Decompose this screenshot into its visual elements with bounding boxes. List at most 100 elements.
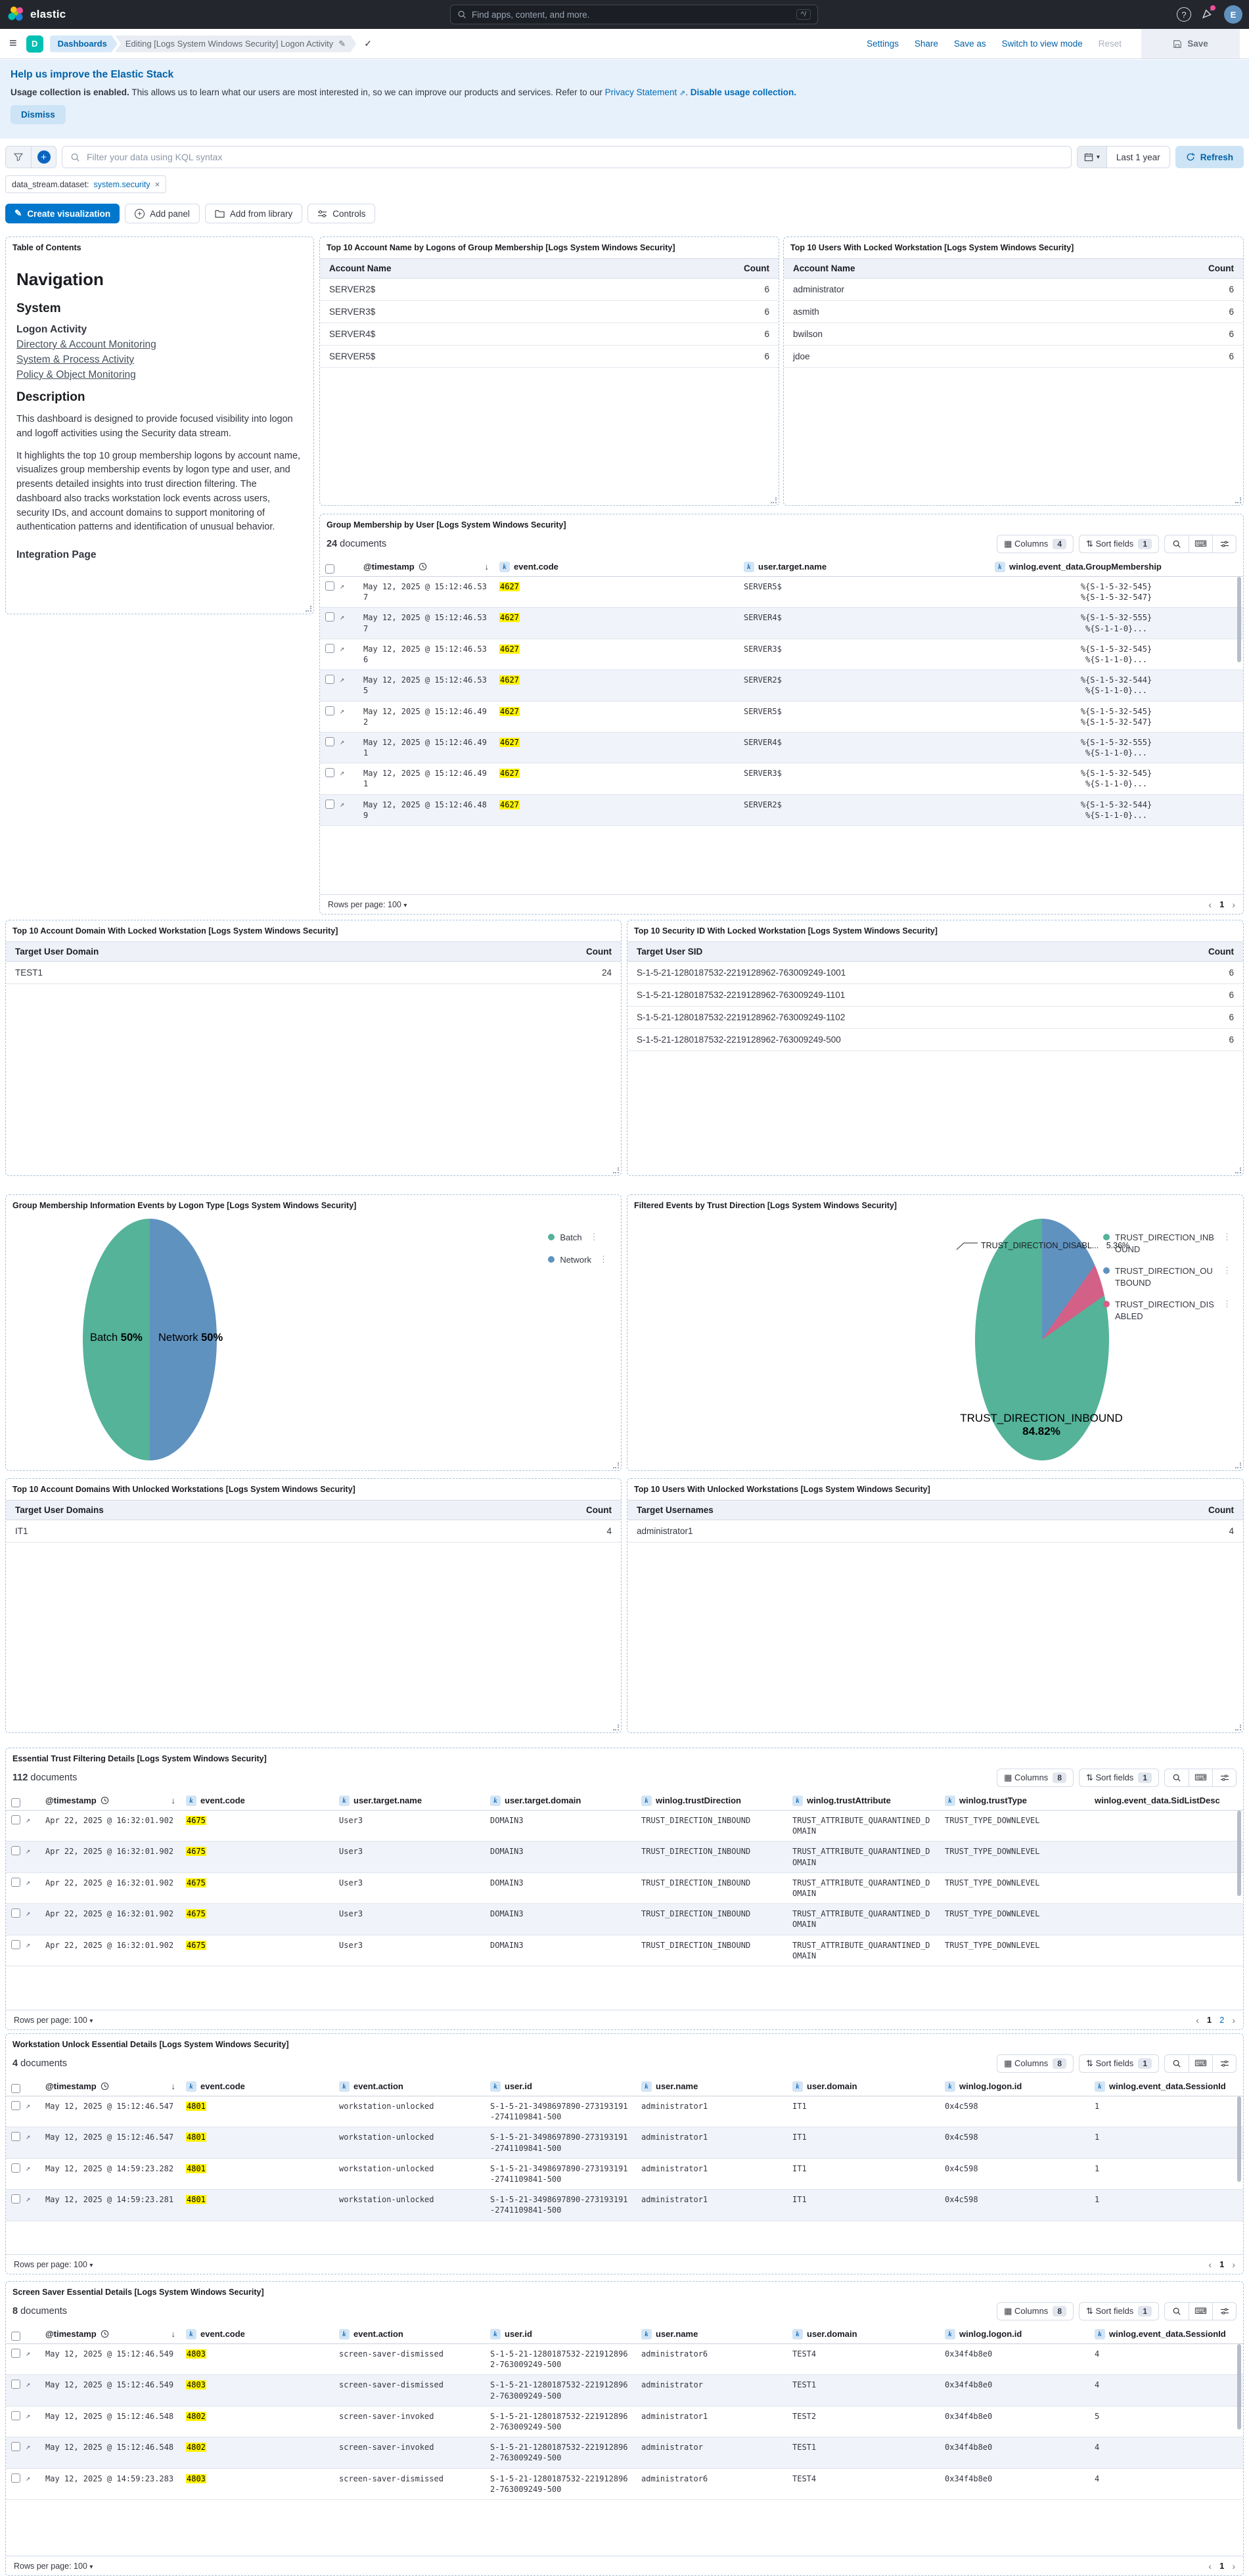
row-checkbox[interactable]: [11, 2163, 20, 2173]
rows-per-page[interactable]: Rows per page: 100 ▾: [14, 2561, 93, 2571]
settings-link[interactable]: Settings: [867, 39, 899, 49]
kql-query-input[interactable]: Filter your data using KQL syntax: [62, 146, 1072, 168]
select-all-checkbox[interactable]: [11, 2332, 20, 2341]
keyboard-shortcuts-button[interactable]: ⌨: [1189, 2055, 1212, 2072]
column-header-user.domain[interactable]: k user.domain: [787, 2326, 940, 2342]
column-header-@timestamp[interactable]: @timestamp ↓: [40, 2326, 181, 2341]
expand-row-icon[interactable]: ↗: [340, 643, 345, 653]
row-checkbox[interactable]: [325, 799, 334, 809]
column-header-winlog.event_data.SidListDesc[interactable]: winlog.event_data.SidListDesc: [1089, 1793, 1243, 1808]
panel-top10-account-domain-locked-workstation[interactable]: Top 10 Account Domain With Locked Workst…: [5, 920, 622, 1176]
panel-pie-logon-type[interactable]: Group Membership Information Events by L…: [5, 1194, 622, 1471]
keyboard-shortcuts-button[interactable]: ⌨: [1189, 1769, 1212, 1786]
column-header-user.target.domain[interactable]: k user.target.domain: [485, 1793, 636, 1809]
row-checkbox[interactable]: [11, 2473, 20, 2483]
global-search-input[interactable]: Find apps, content, and more. ^/: [450, 5, 818, 24]
page-number-1[interactable]: 1: [1219, 899, 1225, 909]
row-checkbox[interactable]: [325, 581, 334, 591]
help-icon[interactable]: ?: [1177, 7, 1191, 22]
expand-row-icon[interactable]: ↗: [340, 675, 345, 685]
row-checkbox[interactable]: [325, 675, 334, 685]
elastic-logo[interactable]: elastic: [0, 6, 66, 23]
pie-chart-logon-type[interactable]: [83, 1219, 217, 1460]
panel-pie-trust-direction[interactable]: Filtered Events by Trust Direction [Logs…: [627, 1194, 1244, 1471]
expand-row-icon[interactable]: ↗: [26, 1815, 31, 1824]
panel-workstation-unlock-grid[interactable]: Workstation Unlock Essential Details [Lo…: [5, 2033, 1244, 2274]
column-header-user.domain[interactable]: k user.domain: [787, 2079, 940, 2094]
row-checkbox[interactable]: [11, 1877, 20, 1887]
row-checkbox[interactable]: [11, 2380, 20, 2389]
row-checkbox[interactable]: [11, 1815, 20, 1824]
columns-button[interactable]: ▦ Columns 8: [997, 1769, 1074, 1787]
save-as-link[interactable]: Save as: [953, 39, 986, 49]
column-header-user.id[interactable]: k user.id: [485, 2326, 636, 2342]
legend-menu-icon[interactable]: ⋮: [1223, 1232, 1231, 1242]
legend-menu-icon[interactable]: ⋮: [1223, 1299, 1231, 1309]
grid-search-button[interactable]: [1165, 535, 1189, 553]
row-checkbox[interactable]: [11, 1846, 20, 1856]
menu-icon[interactable]: ≡: [9, 36, 17, 51]
panel-top10-users-unlocked-workstations[interactable]: Top 10 Users With Unlocked Workstations …: [627, 1478, 1244, 1733]
previous-page-icon[interactable]: ‹: [1208, 899, 1212, 910]
columns-button[interactable]: ▦ Columns 8: [997, 2054, 1074, 2073]
next-page-icon[interactable]: ›: [1232, 2259, 1235, 2270]
expand-row-icon[interactable]: ↗: [26, 2410, 31, 2420]
panel-resize-handle[interactable]: [1235, 1725, 1241, 1730]
row-checkbox[interactable]: [11, 2349, 20, 2358]
add-filter-button[interactable]: +: [31, 147, 56, 168]
keyboard-shortcuts-button[interactable]: ⌨: [1189, 2303, 1212, 2320]
row-checkbox[interactable]: [11, 2410, 20, 2420]
legend-item[interactable]: TRUST_DIRECTION_OUTBOUND ⋮: [1103, 1265, 1231, 1288]
add-from-library-button[interactable]: Add from library: [204, 204, 303, 223]
row-checkbox[interactable]: [11, 2101, 20, 2110]
expand-row-icon[interactable]: ↗: [26, 2194, 31, 2204]
reset-button[interactable]: Reset: [1098, 39, 1122, 49]
column-header-winlog.event_data.SessionId[interactable]: k winlog.event_data.SessionId: [1089, 2079, 1243, 2094]
rows-per-page[interactable]: Rows per page: 100 ▾: [328, 899, 407, 909]
columns-button[interactable]: ▦ Columns 8: [997, 2302, 1074, 2320]
toc-link[interactable]: System & Process Activity: [16, 354, 135, 365]
legend-menu-icon[interactable]: ⋮: [589, 1232, 599, 1242]
panel-resize-handle[interactable]: [771, 497, 777, 503]
row-checkbox[interactable]: [11, 1939, 20, 1949]
previous-page-icon[interactable]: ‹: [1208, 2259, 1212, 2270]
switch-view-mode-link[interactable]: Switch to view mode: [1001, 39, 1083, 49]
panel-resize-handle[interactable]: [306, 606, 311, 612]
dismiss-button[interactable]: Dismiss: [11, 105, 66, 124]
column-header-@timestamp[interactable]: @timestamp ↓: [40, 2079, 181, 2094]
scrollbar-thumb[interactable]: [1237, 1811, 1241, 1896]
column-header-event.code[interactable]: k event.code: [181, 2079, 334, 2094]
sort-fields-button[interactable]: ⇅ Sort fields 1: [1079, 535, 1159, 553]
rows-per-page[interactable]: Rows per page: 100 ▾: [14, 2015, 93, 2025]
scrollbar-thumb[interactable]: [1237, 577, 1241, 662]
time-range-value[interactable]: Last 1 year: [1116, 152, 1160, 162]
panel-top10-users-locked-workstation[interactable]: Top 10 Users With Locked Workstation [Lo…: [783, 237, 1244, 506]
privacy-statement-link[interactable]: Privacy Statement: [604, 87, 677, 97]
columns-button[interactable]: ▦ Columns 4: [997, 535, 1074, 553]
expand-row-icon[interactable]: ↗: [26, 2101, 31, 2110]
expand-row-icon[interactable]: ↗: [26, 2380, 31, 2389]
sort-fields-button[interactable]: ⇅ Sort fields 1: [1079, 1769, 1159, 1787]
column-header-user.target.name[interactable]: k user.target.name: [738, 559, 989, 575]
select-all-checkbox[interactable]: [11, 2084, 20, 2093]
column-header-winlog.trustDirection[interactable]: k winlog.trustDirection: [636, 1793, 787, 1809]
save-button[interactable]: Save: [1141, 29, 1240, 58]
toc-link[interactable]: Policy & Object Monitoring: [16, 369, 136, 380]
expand-row-icon[interactable]: ↗: [340, 581, 345, 591]
row-checkbox[interactable]: [11, 1909, 20, 1918]
expand-row-icon[interactable]: ↗: [26, 2442, 31, 2452]
panel-resize-handle[interactable]: [613, 1725, 619, 1730]
column-header-event.code[interactable]: k event.code: [494, 559, 738, 575]
share-link[interactable]: Share: [914, 39, 938, 49]
expand-row-icon[interactable]: ↗: [26, 1846, 31, 1856]
row-checkbox[interactable]: [325, 612, 334, 622]
edit-pencil-icon[interactable]: ✎: [338, 38, 346, 49]
dashboard-app-icon[interactable]: D: [26, 35, 43, 53]
keyboard-shortcuts-button[interactable]: ⌨: [1189, 535, 1212, 553]
pie-chart-trust-direction[interactable]: [975, 1219, 1109, 1460]
column-header-user.target.name[interactable]: k user.target.name: [334, 1793, 485, 1809]
expand-row-icon[interactable]: ↗: [340, 768, 345, 778]
panel-top10-account-domains-unlocked-workstations[interactable]: Top 10 Account Domains With Unlocked Wor…: [5, 1478, 622, 1733]
legend-item[interactable]: Batch ⋮: [548, 1232, 608, 1244]
panel-resize-handle[interactable]: [1235, 1167, 1241, 1173]
